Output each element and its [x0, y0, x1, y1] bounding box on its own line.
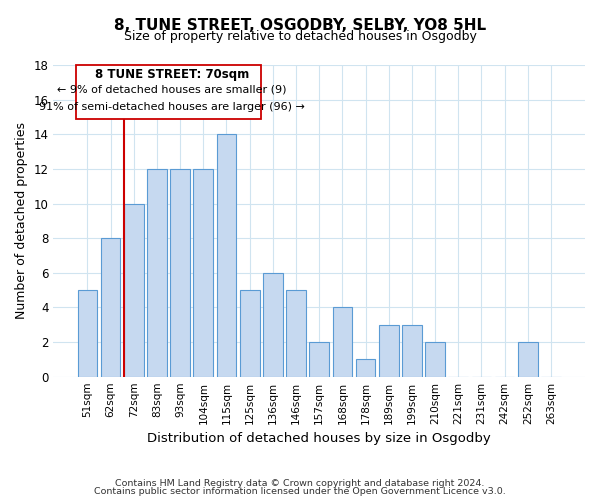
Text: ← 9% of detached houses are smaller (9): ← 9% of detached houses are smaller (9): [57, 84, 287, 94]
Bar: [263, 273, 283, 376]
Bar: [240, 290, 260, 376]
Bar: [286, 290, 306, 376]
Bar: [217, 134, 236, 376]
Bar: [170, 169, 190, 376]
Y-axis label: Number of detached properties: Number of detached properties: [15, 122, 28, 320]
Bar: [425, 342, 445, 376]
Bar: [379, 324, 398, 376]
Bar: [77, 290, 97, 376]
Text: 91% of semi-detached houses are larger (96) →: 91% of semi-detached houses are larger (…: [39, 102, 305, 112]
Text: Contains HM Land Registry data © Crown copyright and database right 2024.: Contains HM Land Registry data © Crown c…: [115, 478, 485, 488]
FancyBboxPatch shape: [76, 65, 261, 118]
Bar: [147, 169, 167, 376]
Text: 8 TUNE STREET: 70sqm: 8 TUNE STREET: 70sqm: [95, 68, 249, 81]
Bar: [193, 169, 213, 376]
Bar: [402, 324, 422, 376]
Bar: [332, 308, 352, 376]
Bar: [356, 360, 376, 376]
Bar: [101, 238, 121, 376]
Bar: [124, 204, 143, 376]
Text: 8, TUNE STREET, OSGODBY, SELBY, YO8 5HL: 8, TUNE STREET, OSGODBY, SELBY, YO8 5HL: [114, 18, 486, 32]
X-axis label: Distribution of detached houses by size in Osgodby: Distribution of detached houses by size …: [148, 432, 491, 445]
Text: Size of property relative to detached houses in Osgodby: Size of property relative to detached ho…: [124, 30, 476, 43]
Text: Contains public sector information licensed under the Open Government Licence v3: Contains public sector information licen…: [94, 487, 506, 496]
Bar: [310, 342, 329, 376]
Bar: [518, 342, 538, 376]
